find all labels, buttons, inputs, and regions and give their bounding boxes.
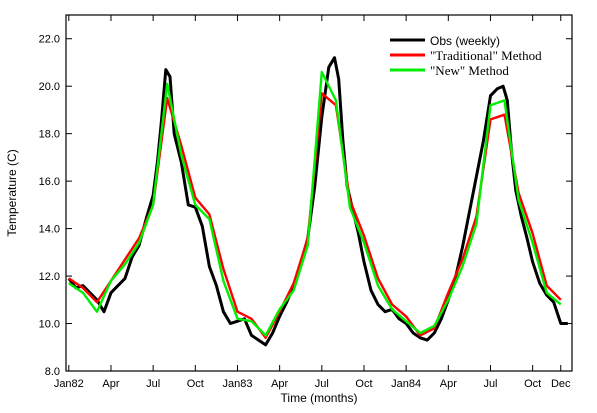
x-tick-label: Apr <box>271 378 288 390</box>
y-tick-label: 8.0 <box>45 366 60 378</box>
y-tick-label: 18.0 <box>39 129 60 141</box>
y-tick-label: 22.0 <box>39 34 60 46</box>
x-tick-label: Dec <box>551 378 571 390</box>
x-tick-label: Oct <box>187 378 204 390</box>
x-tick-label: Jul <box>315 378 329 390</box>
y-tick-label: 12.0 <box>39 271 60 283</box>
plot-frame <box>65 14 573 372</box>
x-tick-label: Jan83 <box>222 378 252 390</box>
x-tick-label: Apr <box>102 378 119 390</box>
y-tick-label: 20.0 <box>39 81 60 93</box>
x-tick-label: Jul <box>146 378 160 390</box>
series-line-2 <box>68 70 562 337</box>
legend-label-new: "New" Method <box>430 63 509 78</box>
y-tick-label: 16.0 <box>39 176 60 188</box>
y-axis-title: Temperature (C) <box>5 149 19 236</box>
x-axis: Jan82 Apr Jul Oct Jan83 Apr Jul Oct Jan84 Apr Jul O… <box>54 15 571 390</box>
y-axis: 8.0 10.0 12.0 14.0 16.0 18.0 20.0 22.0 <box>39 34 572 378</box>
legend-label-obs: Obs (weekly) <box>430 34 500 48</box>
series-layer <box>67 56 568 347</box>
x-tick-label: Jul <box>483 378 497 390</box>
x-tick-label: Oct <box>524 378 541 390</box>
y-tick-label: 14.0 <box>39 224 60 236</box>
y-tick-label: 10.0 <box>39 319 60 331</box>
x-tick-label: Jan84 <box>391 378 421 390</box>
legend: Obs (weekly) "Traditional" Method "New" … <box>390 34 542 78</box>
x-axis-title: Time (months) <box>281 391 358 405</box>
x-tick-label: Oct <box>355 378 372 390</box>
x-tick-label: Jan82 <box>54 378 84 390</box>
legend-label-traditional: "Traditional" Method <box>430 48 542 63</box>
x-tick-label: Apr <box>440 378 457 390</box>
